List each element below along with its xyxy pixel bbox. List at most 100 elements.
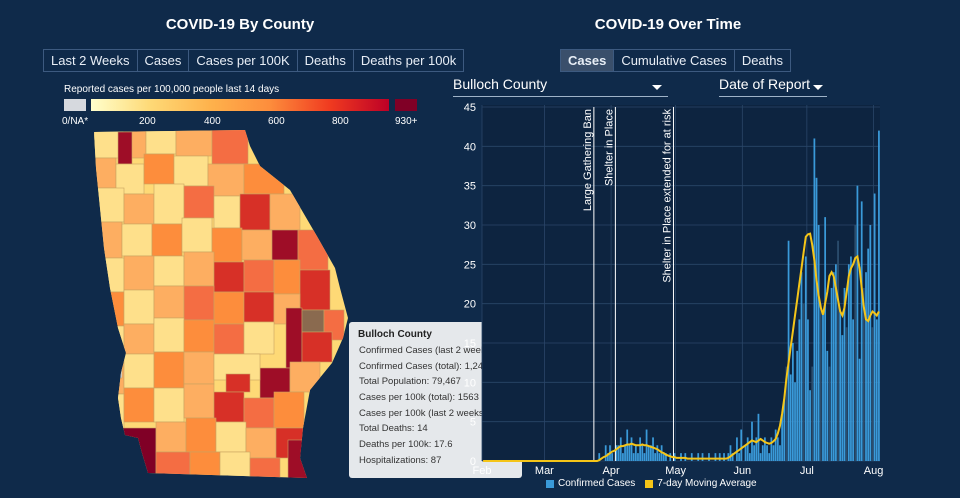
- case-bar: [634, 445, 637, 461]
- case-bar: [736, 437, 738, 461]
- case-bar: [647, 445, 650, 461]
- county-tooltip: Bulloch County Confirmed Cases (last 2 w…: [349, 322, 522, 478]
- case-bar: [830, 287, 833, 461]
- line-swatch: [645, 479, 654, 488]
- case-bar: [615, 445, 618, 461]
- date-select-value: Date of Report: [719, 76, 811, 92]
- case-bar: [656, 445, 659, 461]
- legend-tick: 600: [268, 116, 285, 127]
- case-bar: [822, 311, 824, 461]
- legend-tick: 400: [204, 116, 221, 127]
- case-bar: [639, 437, 641, 461]
- x-tick-label: May: [665, 465, 686, 477]
- case-bar: [852, 319, 854, 461]
- y-tick-label: 40: [464, 141, 476, 153]
- case-bar: [645, 429, 648, 461]
- y-tick-label: 25: [464, 259, 476, 271]
- chart-metric-tabs: Cases Cumulative Cases Deaths: [560, 49, 792, 72]
- case-bar: [791, 343, 794, 461]
- legend-na-label: 0/NA*: [62, 116, 89, 127]
- tab-chart-cases[interactable]: Cases: [561, 50, 615, 71]
- case-bar: [867, 248, 870, 461]
- case-bar: [669, 453, 672, 461]
- case-bar: [652, 437, 654, 461]
- case-bar: [860, 201, 863, 461]
- chevron-down-icon: [652, 85, 662, 90]
- case-bar: [708, 453, 710, 461]
- tab-cases-per-100k[interactable]: Cases per 100K: [189, 50, 298, 71]
- case-bar: [748, 453, 751, 461]
- case-bar: [854, 225, 857, 461]
- case-bar: [611, 453, 614, 461]
- case-bar: [604, 445, 607, 461]
- case-bar: [757, 413, 760, 461]
- case-bar: [858, 358, 861, 461]
- right-panel-title: COVID-19 Over Time: [594, 16, 742, 33]
- case-bar: [789, 374, 792, 461]
- tab-chart-cumulative-cases[interactable]: Cumulative Cases: [614, 50, 735, 71]
- case-bar: [826, 350, 829, 461]
- case-bar: [802, 303, 805, 461]
- case-bar: [800, 272, 803, 461]
- case-bar: [804, 256, 807, 461]
- tab-deaths-per-100k[interactable]: Deaths per 100k: [360, 53, 457, 68]
- case-bar: [819, 303, 822, 461]
- case-bar: [835, 264, 837, 461]
- case-bar: [680, 453, 682, 461]
- case-bar: [837, 240, 839, 461]
- legend-tick: 200: [139, 116, 156, 127]
- case-bar: [673, 453, 676, 461]
- legend-max-swatch: [395, 99, 417, 111]
- case-bar: [701, 453, 704, 461]
- case-bar: [815, 177, 818, 462]
- case-bar: [753, 445, 756, 461]
- case-bar: [813, 138, 816, 461]
- county-select[interactable]: Bulloch County: [453, 76, 668, 97]
- case-bar: [632, 453, 635, 461]
- case-bar: [779, 445, 781, 461]
- case-bar: [761, 445, 764, 461]
- case-bar: [622, 453, 624, 461]
- tab-cases[interactable]: Cases: [138, 50, 190, 71]
- county-bulloch-highlight: [301, 309, 325, 333]
- georgia-county-map[interactable]: [90, 128, 370, 498]
- tooltip-row: Confirmed Cases (last 2 weeks): 321: [359, 345, 515, 356]
- case-bar: [746, 437, 749, 461]
- date-select[interactable]: Date of Report: [719, 76, 827, 97]
- case-bar: [617, 445, 620, 461]
- case-bar: [723, 453, 725, 461]
- case-bar: [637, 453, 639, 461]
- case-bar: [697, 453, 700, 461]
- case-bar: [718, 453, 721, 461]
- case-bar: [628, 445, 631, 461]
- case-bar: [772, 445, 775, 461]
- map-legend-title: Reported cases per 100,000 people last 1…: [64, 84, 280, 95]
- tooltip-row: Deaths per 100k: 17.6: [359, 439, 453, 451]
- case-bar: [828, 366, 831, 461]
- bars-swatch: [546, 479, 554, 488]
- case-bar: [740, 429, 743, 461]
- county-shapes[interactable]: [90, 128, 370, 498]
- case-bar: [727, 453, 730, 461]
- case-bar: [856, 185, 859, 461]
- tab-deaths[interactable]: Deaths: [298, 50, 354, 71]
- tab-last-2-weeks[interactable]: Last 2 Weeks: [44, 50, 138, 71]
- case-bar: [807, 319, 809, 461]
- legend-bars-label: Confirmed Cases: [558, 478, 636, 489]
- left-panel-title: COVID-19 By County: [165, 16, 315, 33]
- case-bar: [843, 287, 846, 461]
- tab-chart-deaths[interactable]: Deaths: [741, 53, 784, 68]
- case-bar: [781, 413, 783, 461]
- case-bar: [729, 445, 732, 461]
- case-bar: [744, 445, 747, 461]
- plot-area: [482, 105, 880, 461]
- case-bar: [798, 319, 801, 461]
- x-tick-label: Apr: [603, 465, 620, 477]
- case-bar: [875, 319, 878, 461]
- tooltip-row: Confirmed Cases (total): 1,242: [359, 360, 489, 372]
- case-bar: [847, 264, 850, 461]
- case-bar: [871, 327, 874, 461]
- legend-tick: 800: [332, 116, 349, 127]
- case-bar: [643, 453, 646, 461]
- y-tick-label: 30: [464, 220, 476, 232]
